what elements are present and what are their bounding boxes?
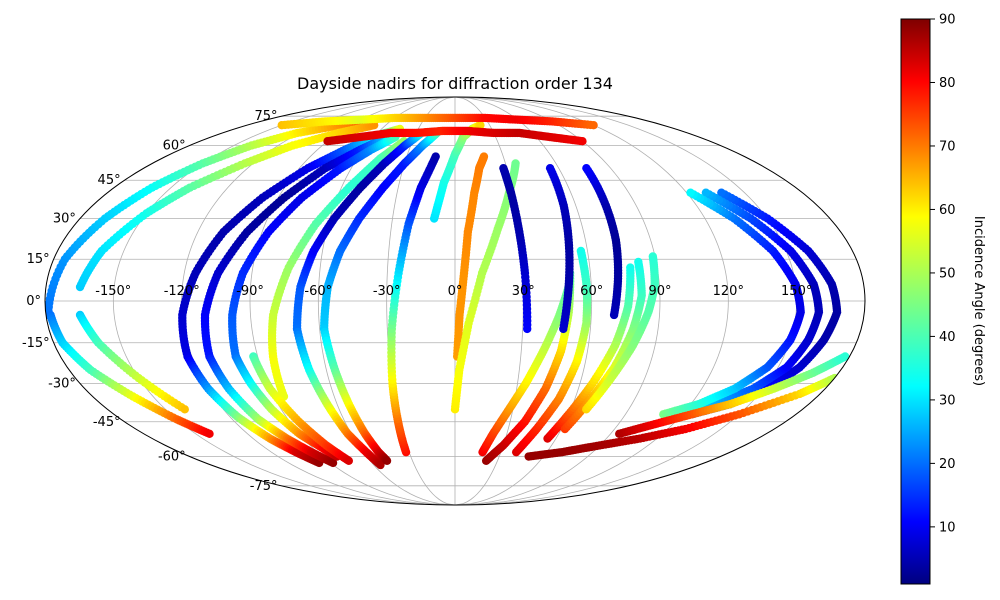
colorbar-tick-label: 60	[939, 203, 956, 218]
latitude-tick-label: -60°	[158, 450, 186, 465]
mollweide-map: -150° -120° -90° -60° -30° 0° 30° 60° 90° 120° 150…	[22, 96, 866, 506]
data-point	[180, 405, 189, 414]
latitude-tick-label: -75°	[250, 479, 278, 494]
latitude-tick-label: 75°	[254, 109, 277, 124]
colorbar-ticks: 10 20 30 40 50 60 70 80 90	[930, 13, 956, 535]
data-point	[382, 456, 392, 465]
data-point	[576, 246, 586, 256]
longitude-tick-label: -30°	[373, 284, 401, 299]
longitude-tick-label: -90°	[236, 284, 264, 299]
colorbar-label: Incidence Angle (degrees)	[971, 216, 986, 386]
data-point	[511, 159, 520, 168]
colorbar-tick-label: 70	[939, 140, 956, 155]
data-point	[626, 263, 635, 272]
longitude-tick-label: 90°	[648, 284, 671, 299]
latitude-tick-label: 0°	[26, 294, 41, 309]
data-point	[328, 458, 338, 468]
colorbar-tick-label: 30	[939, 393, 956, 408]
colorbar: 10 20 30 40 50 60 70 80 90 Incidence Angle (degr…	[900, 13, 986, 585]
colorbar-tick-label: 80	[939, 76, 956, 91]
longitude-tick-label: -120°	[164, 284, 200, 299]
data-points	[45, 113, 850, 470]
longitude-tick-label: 30°	[512, 284, 535, 299]
longitude-tick-label: 120°	[713, 284, 744, 299]
data-point	[344, 456, 354, 465]
data-point	[205, 429, 214, 439]
colorbar-tick-label: 10	[939, 520, 956, 535]
longitude-tick-label: 150°	[781, 284, 812, 299]
data-point	[634, 257, 643, 267]
latitude-tick-label: 30°	[53, 212, 76, 227]
longitude-tick-label: -60°	[304, 284, 332, 299]
colorbar-tick-label: 90	[939, 13, 956, 28]
longitude-tick-label: 0°	[448, 284, 463, 299]
latitude-tick-label: -30°	[48, 376, 76, 391]
colorbar-tick-label: 50	[939, 266, 956, 281]
colorbar-tick-label: 20	[939, 457, 956, 472]
longitude-tick-label: 60°	[580, 284, 603, 299]
chart-title: Dayside nadirs for diffraction order 134	[297, 74, 613, 93]
map-gridlines	[45, 97, 865, 505]
latitude-tick-label: -45°	[93, 415, 121, 430]
data-point	[582, 163, 591, 173]
data-point	[648, 252, 658, 261]
data-point	[499, 163, 508, 173]
data-point	[431, 152, 440, 161]
latitude-tick-label: 60°	[163, 139, 186, 154]
latitude-tick-label: -15°	[22, 336, 50, 351]
data-point	[589, 120, 598, 130]
latitude-tick-label: 45°	[98, 173, 121, 188]
data-point	[545, 163, 555, 173]
data-point	[686, 188, 695, 197]
longitude-tick-label: -150°	[95, 284, 131, 299]
data-point	[479, 152, 489, 161]
colorbar-tick-label: 40	[939, 330, 956, 345]
data-point	[578, 137, 587, 146]
latitude-tick-label: 15°	[27, 252, 50, 267]
colorbar-gradient	[900, 18, 931, 585]
